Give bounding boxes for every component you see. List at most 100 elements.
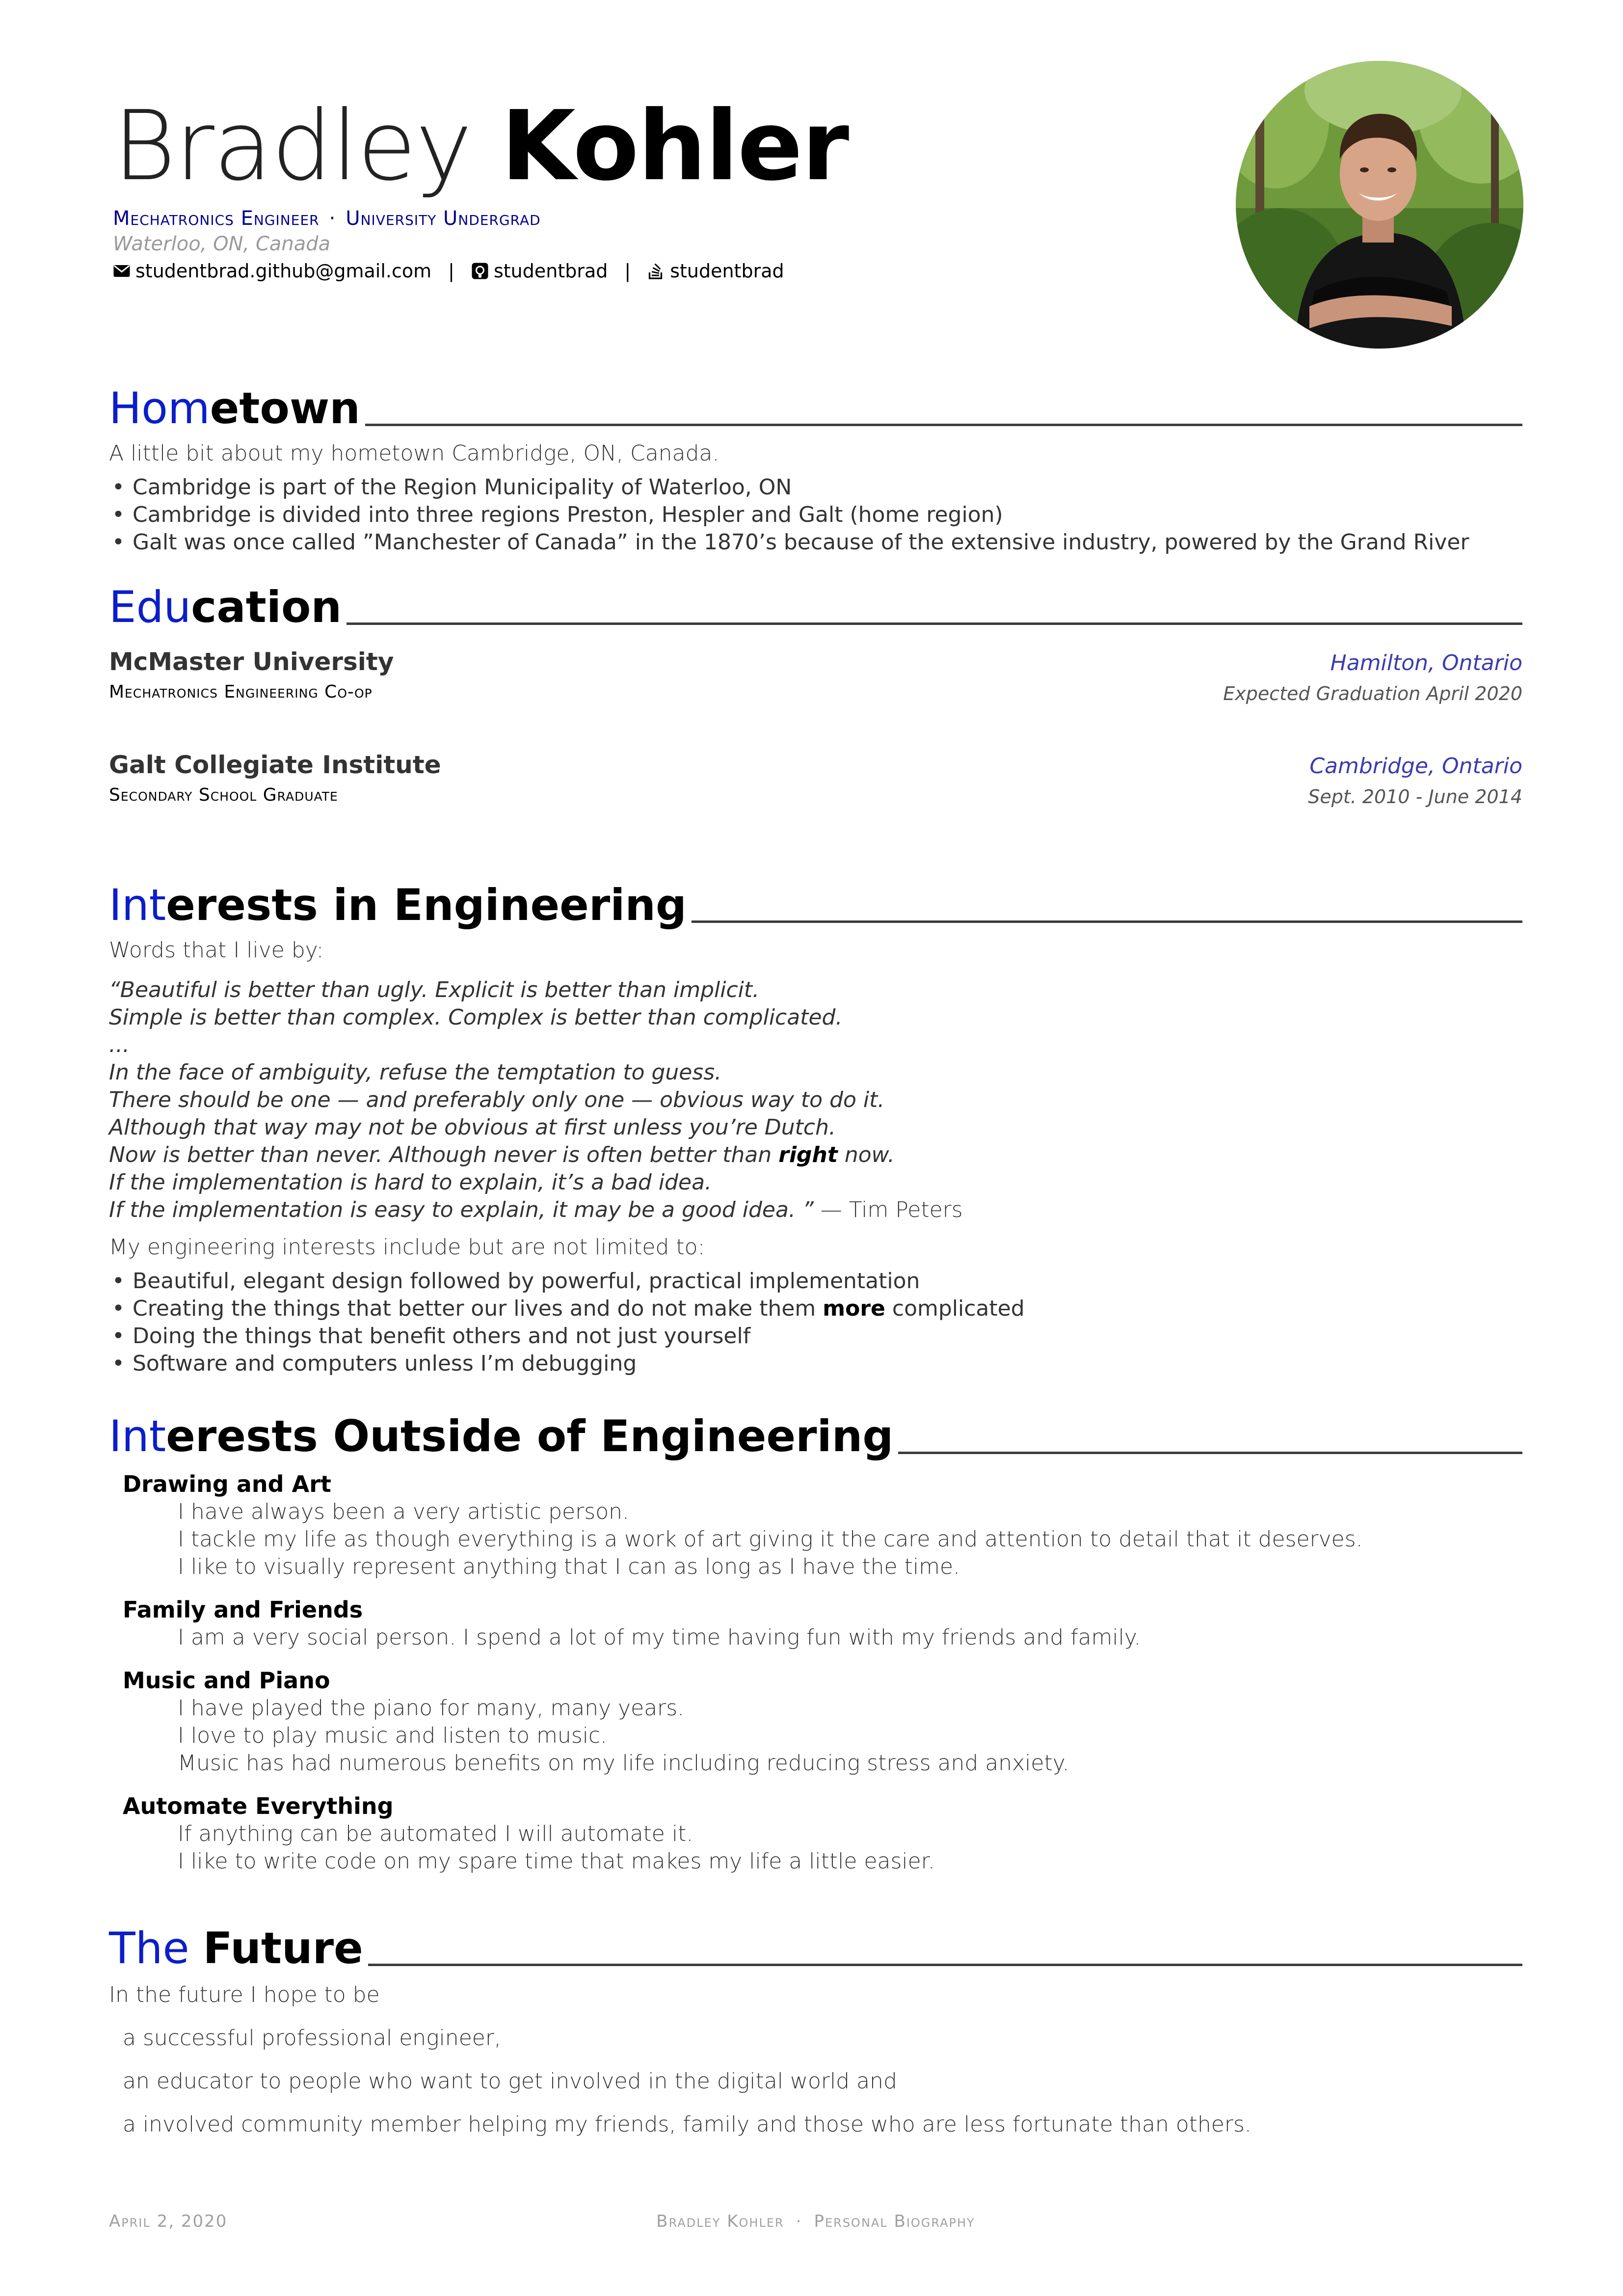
- footer-center: Bradley Kohler · Personal Biography: [109, 2212, 1522, 2231]
- hobby-line: I like to visually represent anything th…: [178, 1554, 960, 1579]
- section-title-rest: Future: [203, 1923, 363, 1973]
- position-title: University Undergrad: [346, 207, 541, 230]
- section-rule: [346, 622, 1522, 625]
- quote-text: If the implementation is easy to explain…: [109, 1197, 814, 1222]
- hobby-block: Automate Everything If anything can be a…: [123, 1792, 1522, 1875]
- github-icon: [472, 263, 488, 279]
- hobby-list: Drawing and Art I have always been a ver…: [123, 1470, 1522, 1875]
- hometown-section: Hom etown A little bit about my hometown …: [109, 387, 1522, 556]
- hobby-title: Drawing and Art: [123, 1471, 331, 1497]
- section-title-accent: Edu: [109, 582, 191, 632]
- list-item: Cambridge is divided into three regions …: [109, 501, 1522, 529]
- hobby-block: Music and Piano I have played the piano …: [123, 1666, 1522, 1777]
- hobby-line: I have played the piano for many, many y…: [178, 1696, 685, 1721]
- stackoverflow-link[interactable]: studentbrad: [647, 260, 784, 282]
- education-degree: Mechatronics Engineering Co-op: [109, 682, 372, 702]
- quote-line: Simple is better than complex. Complex i…: [109, 1005, 843, 1030]
- position-separator: ·: [329, 207, 336, 230]
- list-item: Creating the things that better our live…: [109, 1295, 1522, 1323]
- hobby-line: I tackle my life as though everything is…: [178, 1527, 1363, 1552]
- hobby-block: Family and Friends I am a very social pe…: [123, 1595, 1522, 1651]
- future-intro: In the future I hope to be: [109, 1982, 380, 2007]
- position-line: Mechatronics Engineer · University Undergr…: [113, 207, 1193, 230]
- contact-bar: studentbrad.github@gmail.com | studentbr…: [113, 260, 1193, 282]
- profile-photo-illustration: [1236, 61, 1523, 349]
- education-school: Galt Collegiate Institute: [109, 751, 441, 779]
- first-name: Bradley: [113, 90, 472, 202]
- hobby-line: I like to write code on my spare time th…: [178, 1849, 935, 1874]
- quote-text: Now is better than never. Although never…: [109, 1142, 779, 1167]
- quote-line: “Beautiful is better than ugly. Explicit…: [109, 977, 760, 1002]
- stackoverflow-icon: [649, 263, 663, 279]
- hobby-line: I have always been a very artistic perso…: [178, 1499, 630, 1524]
- future-section: The Future In the future I hope to be a …: [109, 1927, 1522, 2139]
- github-text: studentbrad: [493, 260, 608, 282]
- hobby-line: I am a very social person. I spend a lot…: [178, 1625, 1141, 1650]
- list-item: Galt was once called ”Manchester of Cana…: [109, 529, 1522, 556]
- quote-line: Now is better than never. Although never…: [109, 1141, 1522, 1169]
- email-link[interactable]: studentbrad.github@gmail.com: [113, 260, 431, 282]
- hometown-list: Cambridge is part of the Region Municipa…: [109, 474, 1522, 556]
- full-name: Bradley Kohler: [113, 98, 1193, 194]
- contact-separator: |: [448, 260, 454, 282]
- section-title-accent: Int: [109, 880, 166, 930]
- hobby-line: If anything can be automated I will auto…: [178, 1821, 693, 1846]
- interests-intro: Words that I live by:: [109, 938, 324, 963]
- section-title-rest: cation: [191, 582, 342, 632]
- education-location: Cambridge, Ontario: [1309, 754, 1522, 779]
- education-degree: Secondary School Graduate: [109, 785, 338, 805]
- future-goal: an educator to people who want to get in…: [123, 2069, 897, 2094]
- section-title: Int erests Outside of Engineering: [109, 1415, 1522, 1458]
- future-goal: a involved community member helping my f…: [123, 2112, 1251, 2137]
- contact-separator: |: [624, 260, 631, 282]
- interests-lead: My engineering interests include but are…: [109, 1235, 705, 1260]
- education-date: Expected Graduation April 2020: [1223, 683, 1522, 704]
- footer-separator: ·: [796, 2212, 802, 2231]
- footer-doc-title: Personal Biography: [814, 2212, 975, 2231]
- section-title: Int erests in Engineering: [109, 884, 1522, 927]
- section-title: The Future: [109, 1927, 1522, 1970]
- list-item: Software and computers unless I’m debugg…: [109, 1350, 1522, 1378]
- footer-date: April 2, 2020: [109, 2212, 228, 2231]
- list-item: Beautiful, elegant design followed by po…: [109, 1268, 1522, 1295]
- quote-text: now.: [837, 1142, 895, 1167]
- hobby-line: Music has had numerous benefits on my li…: [178, 1751, 1069, 1776]
- envelope-icon: [113, 265, 130, 277]
- list-item-text: Creating the things that better our live…: [133, 1296, 823, 1321]
- interests-list: Beautiful, elegant design followed by po…: [109, 1268, 1522, 1378]
- section-title-accent: Hom: [109, 383, 210, 433]
- interests-outside-section: Int erests Outside of Engineering Drawing…: [109, 1415, 1522, 1875]
- section-rule: [898, 1452, 1522, 1454]
- section-title-rest: etown: [210, 383, 360, 433]
- list-item-text: complicated: [885, 1296, 1025, 1321]
- quote-author: — Tim Peters: [813, 1197, 963, 1222]
- hobby-title: Automate Everything: [123, 1793, 394, 1819]
- quote-line: Although that way may not be obvious at …: [109, 1115, 836, 1140]
- education-section: Edu cation McMaster University Mechatroni…: [109, 586, 1522, 810]
- last-name: Kohler: [501, 90, 849, 202]
- quote-emphasis: right: [778, 1142, 838, 1167]
- interests-engineering-section: Int erests in Engineering Words that I li…: [109, 884, 1522, 1378]
- education-entry: McMaster University Mechatronics Enginee…: [109, 648, 1522, 706]
- education-location: Hamilton, Ontario: [1330, 650, 1522, 675]
- github-link[interactable]: studentbrad: [471, 260, 608, 282]
- footer-name: Bradley Kohler: [656, 2212, 784, 2231]
- section-title-rest: erests in Engineering: [166, 880, 687, 930]
- hobby-title: Music and Piano: [123, 1667, 330, 1694]
- list-item-emphasis: more: [823, 1296, 885, 1321]
- quote-line: In the face of ambiguity, refuse the tem…: [109, 1060, 722, 1085]
- section-title: Hom etown: [109, 387, 1522, 430]
- education-date: Sept. 2010 - June 2014: [1308, 786, 1522, 808]
- section-rule: [692, 920, 1522, 923]
- profile-photo: [1236, 61, 1523, 349]
- section-title: Edu cation: [109, 586, 1522, 629]
- position-title: Mechatronics Engineer: [113, 207, 319, 230]
- address: Waterloo, ON, Canada: [113, 233, 331, 255]
- section-rule: [368, 1964, 1522, 1966]
- quote-line: If the implementation is hard to explain…: [109, 1170, 712, 1195]
- future-goal: a successful professional engineer,: [123, 2026, 501, 2051]
- hobby-title: Family and Friends: [123, 1596, 363, 1623]
- list-item: Cambridge is part of the Region Municipa…: [109, 474, 1522, 501]
- section-title-accent: The: [109, 1923, 203, 1973]
